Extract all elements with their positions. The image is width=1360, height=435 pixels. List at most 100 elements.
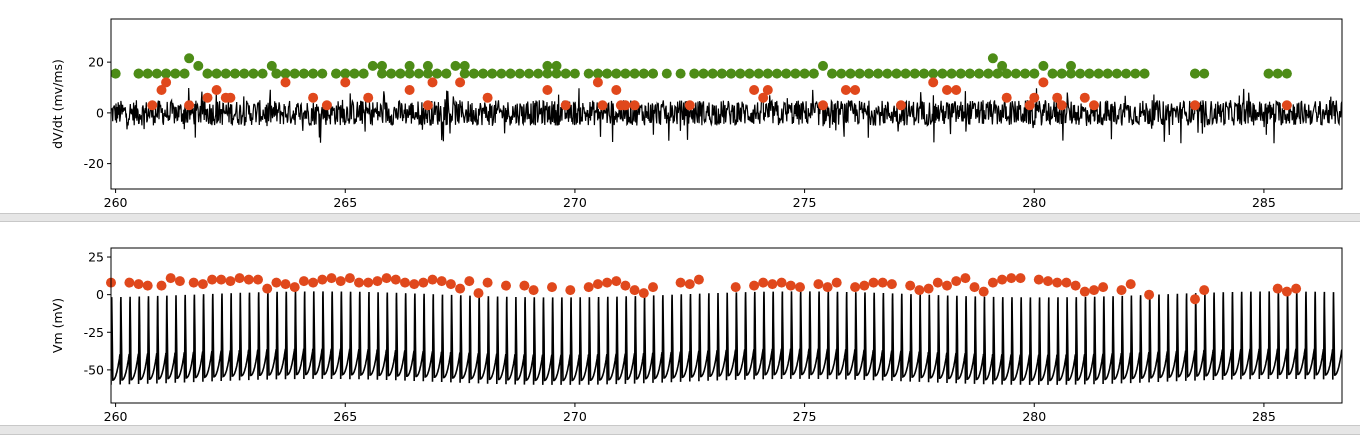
vm-y-axis-label: Vm (mV) [50,298,65,353]
spike-peak-point [583,282,594,293]
peak-point [317,68,328,79]
spike-peak-point [1199,285,1210,296]
y-tick-label: 20 [88,55,104,70]
spike-peak-point [156,280,167,291]
spike-peak-point [271,277,282,288]
peak-point [744,68,755,79]
peak-point [487,68,498,79]
spike-peak-point [951,276,962,287]
onset-point [542,85,553,95]
onset-point [404,85,415,95]
bottom-divider[interactable] [0,425,1360,435]
peak-point [1281,68,1292,79]
peak-point [358,68,369,79]
peak-point [211,68,222,79]
onset-point [147,100,158,111]
dvdt-axes-frame [110,18,1343,190]
onset-point [202,92,213,103]
peak-point [1066,60,1076,71]
peak-point [992,68,1003,79]
y-tick-label: 0 [96,287,104,302]
peak-point [818,60,828,71]
y-tick-label: 25 [88,250,104,265]
spike-peak-point [1043,276,1053,287]
peak-point [551,68,562,79]
onset-point [482,92,493,103]
y-tick-label: -25 [84,325,104,340]
peak-point [496,68,507,79]
peak-point [280,68,291,79]
peak-point [514,68,525,79]
onset-point [1079,92,1090,103]
panel-vm: 260 265 270 275 280 285 -50 -25 0 25 Vm (mV) [50,247,1343,424]
spike-peak-point [1070,280,1081,291]
spike-peak-point [1190,294,1200,305]
onset-point [942,85,952,95]
spike-peak-point [1281,286,1292,297]
spike-peak-point [795,282,805,293]
peak-point [1111,68,1122,79]
peak-point [891,68,902,79]
peak-point [882,68,893,79]
peak-point [735,68,746,79]
spike-peak-point [363,277,374,288]
onset-point [161,77,172,88]
spike-peak-point [638,288,649,299]
panel-divider[interactable] [0,213,1360,222]
spike-peak-point [978,286,989,297]
spike-peak-point [354,277,364,288]
spike-peak-point [400,277,410,288]
peak-point [1084,68,1095,79]
x-tick-label: 265 [333,195,357,210]
peak-point [404,68,415,79]
spike-peak-point [850,282,861,293]
onset-point [422,100,433,111]
spike-peak-point [969,282,980,293]
peak-point [331,68,342,79]
peak-point [377,60,387,71]
spike-peak-point [602,277,613,288]
spike-peak-point [133,279,144,290]
spike-peak-point [776,277,787,288]
peak-point [909,68,920,79]
peak-point [1199,68,1210,79]
vm-axes-frame [110,247,1343,404]
peak-point [289,68,300,79]
onset-point [850,85,861,95]
onset-point [611,85,622,95]
peak-point [179,68,190,79]
x-tick-label: 280 [1022,409,1046,424]
x-tick-label: 260 [104,409,128,424]
peak-point [524,68,534,79]
spike-peak-point [1015,273,1026,284]
onset-point [455,77,466,88]
onset-point [951,85,962,95]
peak-point [386,68,397,79]
peak-point [468,68,479,79]
x-tick-label: 275 [793,409,817,424]
peak-point [1272,68,1283,79]
spike-peak-point [547,282,557,293]
peak-point [836,68,847,79]
onset-point [211,85,222,95]
spike-peak-point [684,279,695,290]
spike-peak-point [813,279,824,290]
onset-point [684,100,695,111]
spike-peak-point [785,280,796,291]
spike-peak-point [142,280,153,291]
onset-point [762,85,773,95]
spike-peak-point [464,276,475,287]
spike-peak-point [987,277,998,288]
spike-peak-point [859,280,870,291]
spike-peak-point [418,277,429,288]
peak-point [790,68,801,79]
onset-point [818,100,828,111]
peak-point [1263,68,1274,79]
onset-point [1281,100,1292,111]
dvdt-y-axis-label: dV/dt (mv/ms) [50,59,65,149]
spike-peak-point [501,280,511,291]
peak-point [983,68,994,79]
spike-peak-point [482,277,493,288]
peak-point [271,68,282,79]
